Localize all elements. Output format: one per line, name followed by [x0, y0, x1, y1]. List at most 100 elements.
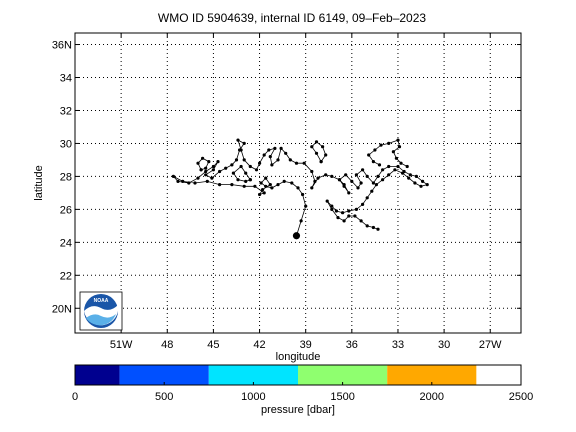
- x-tick-label: 42: [253, 339, 265, 351]
- track-point: [376, 227, 380, 231]
- track-point: [231, 171, 235, 175]
- track-point: [347, 214, 351, 218]
- track-point: [401, 171, 405, 175]
- track-point: [361, 202, 365, 206]
- x-tick-label: 39: [300, 339, 312, 351]
- plot-area: [75, 33, 521, 333]
- colorbar-frame: [74, 364, 522, 386]
- track-point: [341, 211, 345, 215]
- track-point: [419, 184, 423, 188]
- track-point: [262, 191, 266, 195]
- y-tick-label: 20N: [52, 303, 72, 315]
- track-point: [242, 141, 246, 145]
- track-point: [310, 145, 314, 149]
- track-point: [321, 145, 325, 149]
- track-point: [330, 204, 334, 208]
- track-point: [211, 164, 215, 169]
- y-tick-label: 28: [60, 171, 72, 183]
- track-point: [270, 163, 274, 167]
- track-point: [314, 151, 319, 155]
- track-point: [253, 184, 257, 188]
- track-point: [381, 168, 385, 172]
- track-point: [405, 164, 409, 169]
- track-point: [370, 189, 374, 193]
- chart-title: WMO ID 5904639, internal ID 6149, 09–Feb…: [158, 11, 426, 25]
- track-point: [387, 141, 391, 145]
- track-point: [193, 181, 197, 185]
- track-point: [211, 168, 215, 172]
- track-point: [350, 179, 354, 183]
- track-point: [330, 174, 334, 178]
- track-point: [344, 173, 348, 177]
- track-point: [279, 146, 283, 150]
- x-tick-label: 30: [438, 339, 450, 351]
- track-point: [259, 181, 263, 185]
- track-point: [264, 176, 268, 180]
- track-point: [268, 183, 272, 187]
- track-point: [359, 219, 363, 223]
- track-point: [201, 156, 205, 160]
- track-point: [347, 209, 351, 213]
- track-point: [393, 168, 397, 172]
- track-point: [204, 169, 208, 174]
- track-point: [324, 153, 328, 157]
- track-point: [316, 176, 320, 180]
- track-point: [204, 173, 208, 177]
- track-point: [301, 192, 305, 197]
- track-point: [365, 224, 369, 228]
- track-point: [258, 161, 262, 165]
- track-point: [334, 209, 338, 213]
- track-point: [313, 179, 317, 183]
- track-point: [299, 219, 303, 223]
- x-axis-ticks: 51W 48 45 42 39 36 33 30 27W: [110, 33, 502, 351]
- track-point: [376, 174, 380, 178]
- track-point: [365, 196, 369, 200]
- track-point: [204, 166, 208, 170]
- track-point: [207, 160, 211, 164]
- track-point: [236, 138, 240, 142]
- colorbar-band: [208, 365, 298, 385]
- track-point: [371, 181, 375, 185]
- track-point: [296, 186, 300, 190]
- track-point: [236, 178, 240, 182]
- track-point: [342, 219, 346, 223]
- track-point: [379, 143, 383, 147]
- track-point: [218, 183, 222, 187]
- track-point: [254, 168, 259, 172]
- track-point: [396, 164, 400, 169]
- track-point: [347, 191, 351, 195]
- track-point: [284, 151, 288, 155]
- track-point: [276, 183, 280, 187]
- track-point: [381, 178, 385, 182]
- track-point: [187, 181, 191, 185]
- track-point: [230, 163, 234, 167]
- track-point: [262, 153, 266, 157]
- track-point: [242, 158, 246, 162]
- track-point: [373, 148, 377, 152]
- x-tick-label: 45: [207, 339, 219, 351]
- track-point: [413, 181, 417, 185]
- colorbar-band: [476, 365, 521, 385]
- track-point: [408, 173, 412, 177]
- noaa-logo-text: NOAA: [94, 298, 109, 304]
- x-axis-label: longitude: [276, 351, 321, 363]
- track-point: [391, 150, 395, 154]
- track-point: [205, 179, 209, 183]
- colorbar-ticks: 0 500 1000 1500 2000 2500: [72, 382, 533, 403]
- track-point: [387, 173, 391, 177]
- track-point: [261, 188, 265, 192]
- track-point: [276, 158, 280, 162]
- track-point: [310, 186, 314, 190]
- track-point: [248, 178, 252, 182]
- track-point: [342, 184, 346, 188]
- colorbar-band: [75, 365, 120, 385]
- x-tick-label: 36: [346, 339, 358, 351]
- colorbar-tick-label: 1000: [241, 391, 265, 403]
- track-point: [239, 164, 243, 169]
- y-tick-label: 26: [60, 204, 72, 216]
- float-track: [171, 138, 429, 240]
- colorbar-band: [119, 365, 209, 385]
- track-point: [324, 173, 328, 177]
- colorbar-label: pressure [dbar]: [261, 404, 335, 416]
- x-tick-label: 48: [161, 339, 173, 351]
